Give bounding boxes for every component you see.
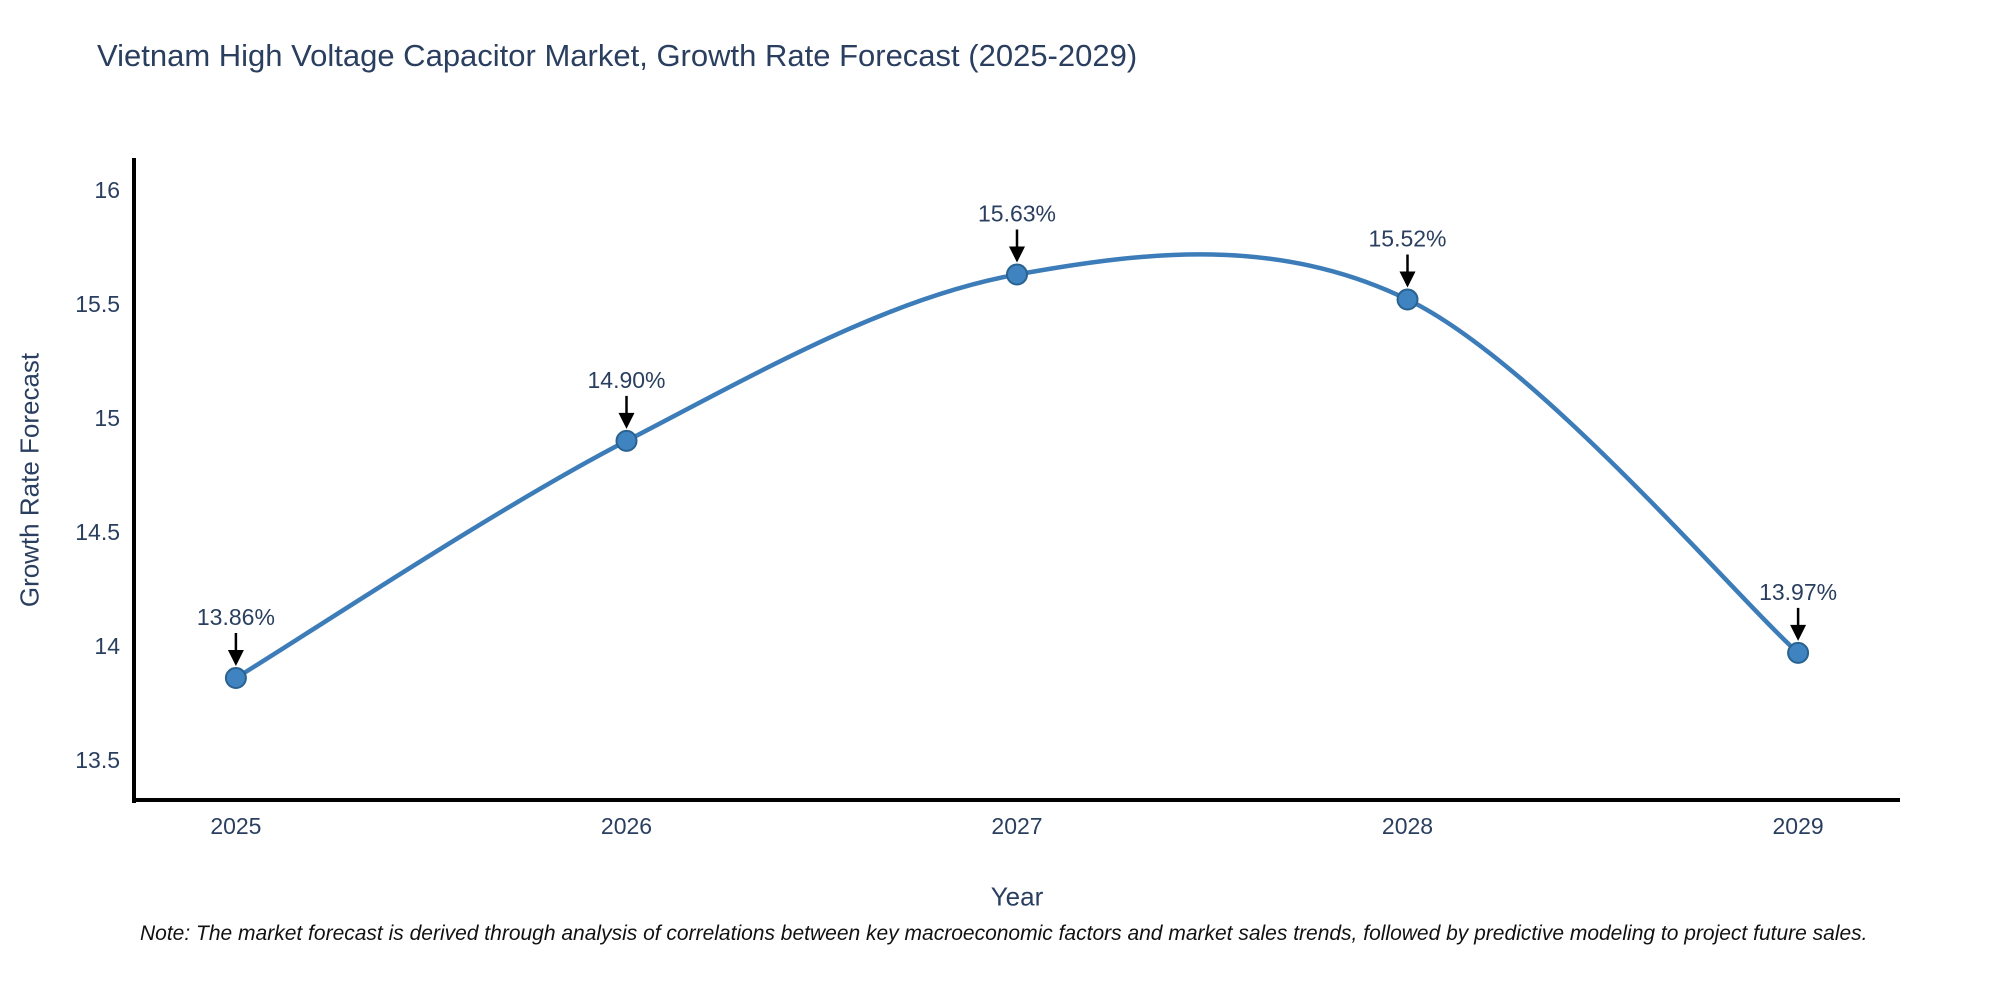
- data-point-marker[interactable]: [1396, 288, 1419, 311]
- annotation-arrowhead-icon: [1790, 624, 1807, 641]
- x-axis-title: Year: [990, 881, 1044, 912]
- data-point-marker[interactable]: [1006, 263, 1028, 286]
- data-point-label: 14.90%: [587, 367, 665, 393]
- data-point-marker[interactable]: [1787, 641, 1810, 664]
- y-tick-label: 15: [94, 405, 120, 431]
- data-point-label: 15.52%: [1368, 226, 1446, 252]
- y-tick-label: 16: [94, 177, 120, 203]
- data-point-marker[interactable]: [224, 667, 247, 689]
- y-tick-label: 14: [94, 633, 120, 659]
- annotation-arrowhead-icon: [1009, 246, 1025, 263]
- footnote: Note: The market forecast is derived thr…: [140, 922, 1868, 945]
- y-tick-label: 14.5: [75, 519, 120, 545]
- y-tick-label: 15.5: [75, 291, 120, 317]
- x-tick-label: 2026: [601, 813, 652, 839]
- x-tick-label: 2029: [1773, 813, 1824, 839]
- data-point-label: 15.63%: [978, 201, 1056, 227]
- x-tick-label: 2027: [991, 813, 1042, 839]
- x-tick-label: 2028: [1382, 813, 1433, 839]
- annotation-arrowhead-icon: [227, 650, 244, 666]
- annotation-arrowhead-icon: [1399, 271, 1416, 288]
- growth-rate-line: [233, 252, 1801, 681]
- data-point-label: 13.86%: [197, 604, 275, 630]
- y-axis-title: Growth Rate Forecast: [14, 352, 45, 608]
- chart-title: Vietnam High Voltage Capacitor Market, G…: [97, 38, 1138, 73]
- y-tick-label: 13.5: [75, 747, 120, 773]
- annotation-arrowhead-icon: [618, 412, 635, 429]
- data-point-marker[interactable]: [615, 429, 638, 452]
- x-tick-label: 2025: [210, 813, 261, 839]
- data-point-label: 13.97%: [1759, 579, 1837, 605]
